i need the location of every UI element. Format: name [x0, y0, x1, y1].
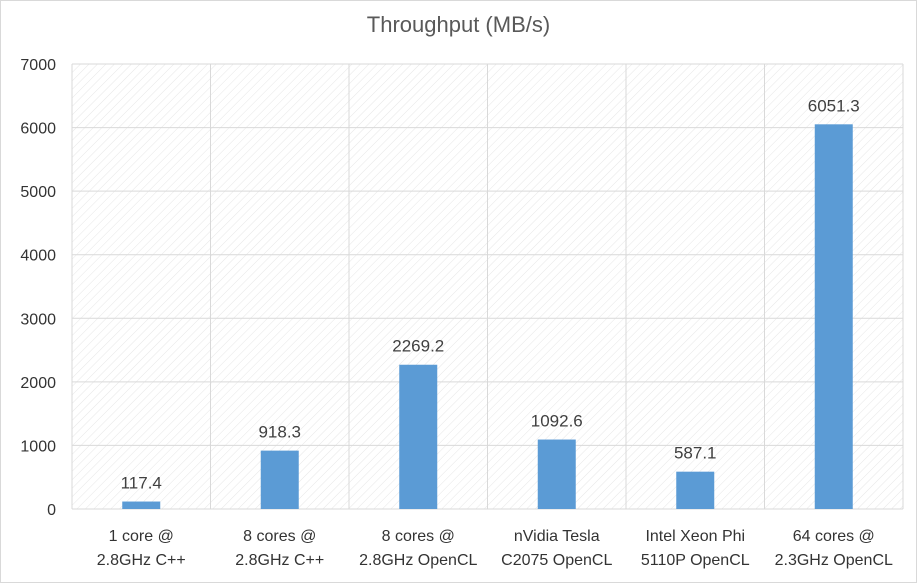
data-label: 2269.2 — [392, 337, 444, 356]
category-label: nVidia Tesla — [514, 528, 600, 545]
data-label: 6051.3 — [808, 96, 860, 115]
category-label: 64 cores @ — [793, 528, 875, 545]
data-label: 587.1 — [674, 444, 717, 463]
chart-title: Throughput (MB/s) — [366, 12, 551, 37]
category-label: 2.8GHz C++ — [235, 552, 324, 569]
y-tick-label: 5000 — [20, 184, 56, 201]
category-label: 2.8GHz OpenCL — [359, 552, 477, 569]
category-label: 8 cores @ — [382, 528, 455, 545]
y-tick-label: 1000 — [20, 438, 56, 455]
bar — [814, 124, 853, 509]
y-tick-label: 0 — [47, 502, 56, 519]
bars — [122, 124, 853, 509]
y-tick-label: 7000 — [20, 57, 56, 74]
y-tick-label: 3000 — [20, 311, 56, 328]
bar — [676, 471, 715, 509]
bar — [537, 439, 576, 509]
y-tick-label: 2000 — [20, 375, 56, 392]
data-label: 1092.6 — [531, 412, 583, 431]
category-label: 5110P OpenCL — [641, 552, 750, 569]
category-label: 2.8GHz C++ — [97, 552, 186, 569]
x-axis: 1 core @ 2.8GHz C++ 8 cores @ 2.8GHz C++ 8 c… — [97, 528, 893, 569]
data-label: 918.3 — [258, 423, 301, 442]
bar — [122, 501, 161, 509]
category-label: 8 cores @ — [243, 528, 316, 545]
bar — [399, 364, 438, 509]
y-axis: 0 1000 2000 3000 4000 5000 6000 7000 — [20, 57, 56, 519]
bar — [260, 450, 299, 509]
data-labels: 117.4 918.3 2269.2 1092.6 587.1 6051.3 — [121, 96, 860, 492]
gridlines — [71, 63, 904, 510]
y-tick-label: 6000 — [20, 121, 56, 138]
data-label: 117.4 — [121, 474, 162, 493]
category-label: Intel Xeon Phi — [645, 528, 745, 545]
category-label: 1 core @ — [109, 528, 174, 545]
category-label: C2075 OpenCL — [501, 552, 612, 569]
category-label: 2.3GHz OpenCL — [775, 552, 893, 569]
y-tick-label: 4000 — [20, 248, 56, 265]
